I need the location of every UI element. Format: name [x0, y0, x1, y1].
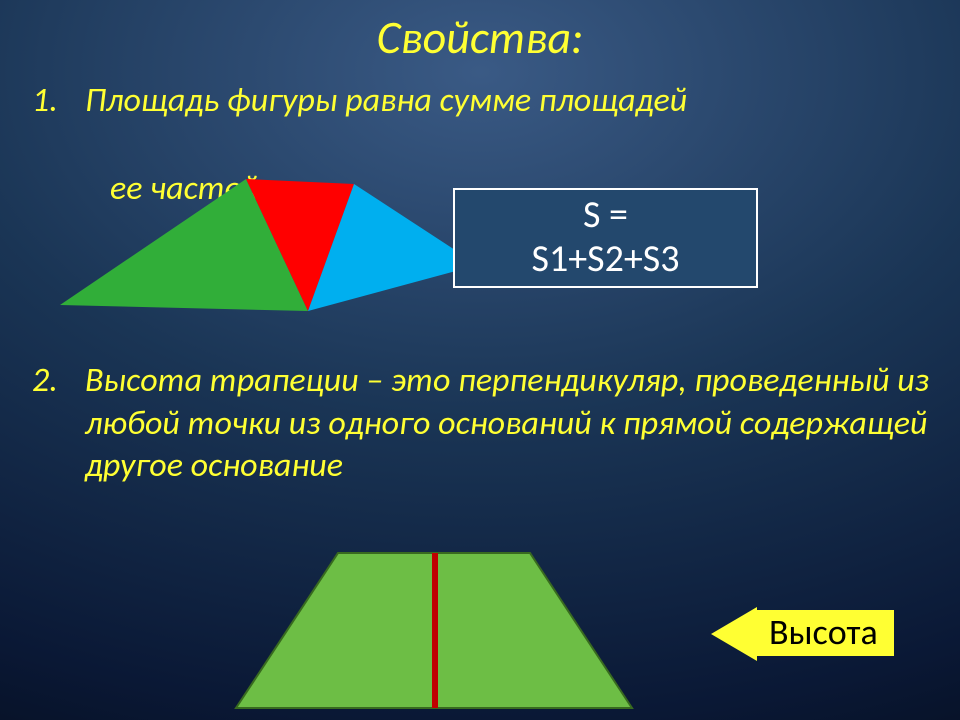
- height-label: Высота: [753, 610, 894, 656]
- slide-container: Свойства: 1. Площадь фигуры равна сумме …: [0, 0, 960, 720]
- height-arrow-icon: [711, 607, 757, 661]
